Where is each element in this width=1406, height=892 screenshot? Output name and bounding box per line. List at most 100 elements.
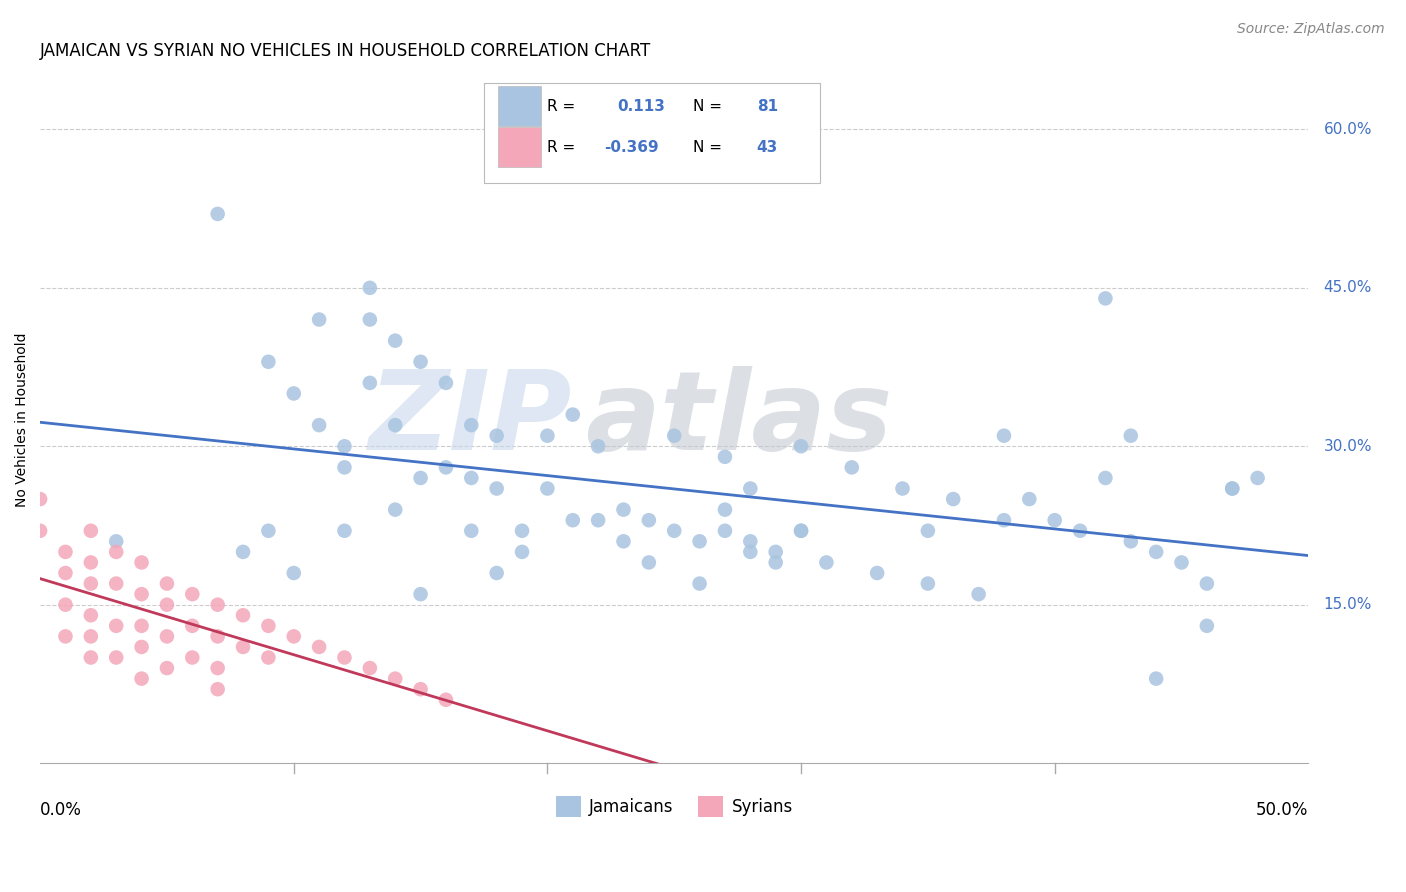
Text: 60.0%: 60.0% <box>1323 122 1372 136</box>
Point <box>612 534 634 549</box>
Point <box>967 587 990 601</box>
Point <box>740 482 762 496</box>
Point <box>257 524 280 538</box>
Point <box>333 439 356 453</box>
Y-axis label: No Vehicles in Household: No Vehicles in Household <box>15 333 30 508</box>
Point <box>485 566 508 580</box>
Point <box>333 524 356 538</box>
Point <box>207 661 229 675</box>
Point <box>765 556 787 570</box>
Point <box>409 355 432 369</box>
Point <box>993 513 1015 527</box>
Text: 50.0%: 50.0% <box>1256 801 1309 819</box>
Point <box>105 576 128 591</box>
Point <box>866 566 889 580</box>
Point <box>536 428 558 442</box>
Point <box>131 587 153 601</box>
Point <box>131 556 153 570</box>
Point <box>586 513 609 527</box>
Point <box>359 376 381 390</box>
Text: -0.369: -0.369 <box>605 140 659 155</box>
Text: ZIP: ZIP <box>370 367 572 474</box>
Point <box>637 556 659 570</box>
Point <box>434 460 457 475</box>
Point <box>156 661 179 675</box>
Point <box>1144 545 1167 559</box>
Text: 0.0%: 0.0% <box>41 801 82 819</box>
Point <box>1195 619 1218 633</box>
Point <box>333 460 356 475</box>
Point <box>460 524 482 538</box>
Point <box>942 492 965 507</box>
Point <box>561 408 583 422</box>
Point <box>434 692 457 706</box>
Text: 43: 43 <box>756 140 778 155</box>
Point <box>105 534 128 549</box>
Text: 45.0%: 45.0% <box>1323 280 1372 295</box>
Point <box>917 576 939 591</box>
Point <box>308 312 330 326</box>
Point <box>181 587 204 601</box>
Point <box>105 619 128 633</box>
Point <box>131 619 153 633</box>
Point <box>257 619 280 633</box>
Point <box>156 576 179 591</box>
Text: N =: N = <box>693 140 723 155</box>
Text: N =: N = <box>693 99 723 113</box>
Point <box>80 608 103 623</box>
Point <box>1220 482 1243 496</box>
Point <box>80 650 103 665</box>
Point <box>714 502 737 516</box>
Point <box>55 545 77 559</box>
Point <box>714 524 737 538</box>
Point <box>740 534 762 549</box>
Point <box>993 428 1015 442</box>
Point <box>790 439 813 453</box>
Point <box>586 439 609 453</box>
Point <box>1018 492 1040 507</box>
Point <box>308 418 330 433</box>
Text: R =: R = <box>547 140 575 155</box>
Point <box>55 598 77 612</box>
FancyBboxPatch shape <box>484 84 820 183</box>
FancyBboxPatch shape <box>498 86 541 126</box>
Point <box>815 556 838 570</box>
FancyBboxPatch shape <box>498 127 541 167</box>
Point <box>1119 428 1142 442</box>
Point <box>1069 524 1091 538</box>
Text: JAMAICAN VS SYRIAN NO VEHICLES IN HOUSEHOLD CORRELATION CHART: JAMAICAN VS SYRIAN NO VEHICLES IN HOUSEH… <box>41 42 651 60</box>
Point <box>308 640 330 654</box>
Point <box>1094 292 1116 306</box>
Point <box>1043 513 1066 527</box>
Point <box>1220 482 1243 496</box>
Point <box>790 524 813 538</box>
Point <box>460 418 482 433</box>
Point <box>359 281 381 295</box>
Point <box>359 312 381 326</box>
Legend: Jamaicans, Syrians: Jamaicans, Syrians <box>548 789 800 823</box>
Point <box>1119 534 1142 549</box>
Point <box>664 524 686 538</box>
Point <box>232 608 254 623</box>
Point <box>917 524 939 538</box>
Point <box>637 513 659 527</box>
Point <box>283 386 305 401</box>
Point <box>714 450 737 464</box>
Point <box>207 682 229 697</box>
Point <box>80 556 103 570</box>
Point <box>257 650 280 665</box>
Point <box>30 492 52 507</box>
Point <box>612 502 634 516</box>
Point <box>232 640 254 654</box>
Text: atlas: atlas <box>585 367 893 474</box>
Point <box>384 418 406 433</box>
Point <box>333 650 356 665</box>
Point <box>409 471 432 485</box>
Point <box>485 428 508 442</box>
Point <box>105 545 128 559</box>
Text: R =: R = <box>547 99 575 113</box>
Point <box>891 482 914 496</box>
Point <box>409 587 432 601</box>
Point <box>181 650 204 665</box>
Point <box>105 650 128 665</box>
